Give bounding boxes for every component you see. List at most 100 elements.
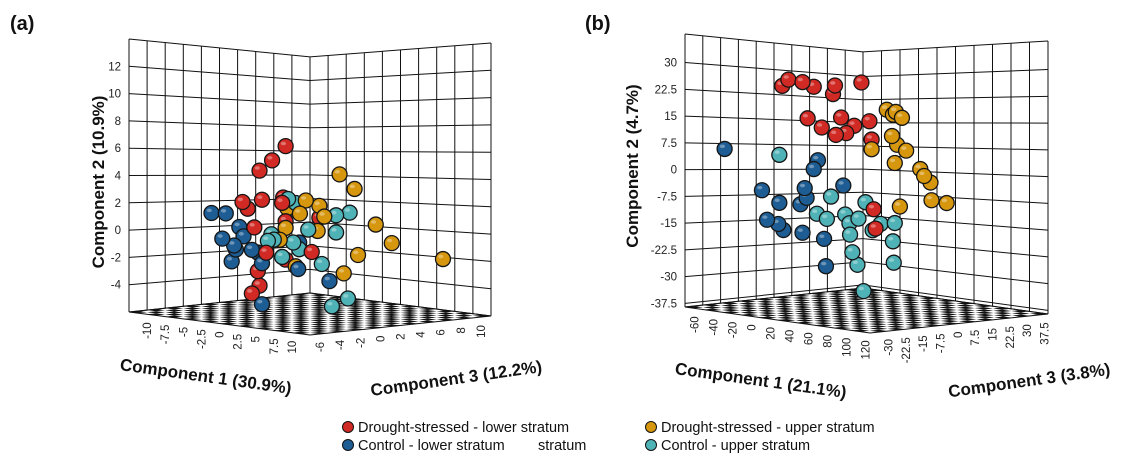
floor-cell (310, 302, 329, 305)
left-wall-gridline (684, 62, 864, 78)
data-point-highlight (234, 222, 240, 227)
floor-cell (273, 325, 292, 328)
floor-cell (346, 315, 365, 318)
y-tick-label: -37.5 (651, 298, 677, 310)
floor-cell (887, 325, 906, 328)
floor-cell (867, 318, 887, 321)
floor-cell (919, 303, 939, 307)
floor-cell (869, 327, 888, 330)
x-tick-label: 60 (803, 332, 815, 345)
floor-cell (849, 318, 868, 321)
data-point-highlight (881, 105, 888, 109)
data-point (817, 258, 835, 275)
floor-cell (827, 293, 846, 296)
floor-cell (310, 319, 329, 322)
floor-cell (974, 304, 993, 308)
floor-cell (846, 300, 866, 303)
data-point-highlight (889, 218, 896, 223)
floor-cell (774, 298, 793, 302)
data-point-highlight (822, 214, 828, 219)
floor-cell (905, 326, 924, 329)
floor-cell (418, 310, 437, 313)
floor-cell (219, 309, 238, 313)
floor-cell (867, 314, 886, 317)
floor-cell (850, 320, 869, 323)
floor-cell (291, 300, 310, 303)
floor-cell (883, 300, 902, 304)
data-point-highlight (847, 247, 853, 252)
z-tick-label: 2 (396, 334, 408, 340)
floor-cell (237, 324, 256, 327)
floor-cell (887, 327, 906, 331)
floor-cell (774, 301, 793, 304)
panel-b-points (716, 71, 955, 300)
floor-cell (147, 313, 166, 316)
floor-cell (183, 311, 202, 314)
floor-cell (958, 320, 977, 323)
floor-cell (757, 305, 776, 308)
floor-cell (364, 311, 383, 314)
left-wall-gridline (684, 115, 864, 124)
floor-cell (472, 314, 491, 317)
data-point-highlight (338, 268, 345, 273)
floor-cell (938, 308, 957, 311)
floor-cell (920, 310, 940, 313)
floor-cell (219, 307, 238, 310)
floor-cell (400, 322, 419, 325)
z-tick-label: -2 (355, 338, 367, 348)
y-tick-label: 8 (115, 116, 121, 128)
floor-cell (903, 314, 922, 317)
floor-cell (400, 307, 419, 310)
floor-cell (310, 296, 329, 299)
floor-cell (237, 310, 256, 313)
floor-cell (813, 319, 832, 322)
floor-cell (903, 317, 922, 320)
data-point (794, 73, 811, 91)
floor-cell (830, 311, 849, 314)
floor-cell (883, 305, 903, 308)
floor-cell (237, 320, 256, 323)
floor-cell (328, 327, 347, 331)
data-point (716, 140, 733, 158)
floor-cell (902, 308, 921, 311)
floor-cell (812, 308, 831, 311)
floor-cell (291, 306, 310, 309)
floor-cell (939, 310, 958, 314)
data-point-highlight (941, 198, 948, 203)
data-point-highlight (889, 158, 896, 163)
data-point-highlight (303, 225, 309, 229)
floor-cell (255, 325, 274, 328)
data-point-highlight (317, 259, 323, 264)
data-point-highlight (301, 196, 307, 200)
floor-cell (310, 306, 329, 309)
floor-cell (809, 295, 829, 298)
floor-cell (201, 309, 220, 312)
floor-cell (310, 310, 329, 314)
right-wall-gridline (862, 95, 1049, 101)
floor-cell (940, 319, 959, 323)
floor-cell (273, 316, 292, 319)
z-tick-label: 4 (416, 331, 428, 338)
y-tick-label: 6 (115, 143, 121, 155)
left-wall-gridline (684, 142, 864, 147)
y-tick-label: 0 (671, 165, 677, 177)
floor-cell (992, 307, 1011, 310)
legend-label-drought-lower: Drought-stressed - lower stratum (358, 420, 569, 436)
floor-cell (777, 319, 796, 322)
floor-cell (346, 326, 365, 329)
floor-cell (183, 313, 202, 316)
floor-cell (291, 304, 310, 307)
x-tick-label: 0 (215, 332, 227, 338)
y-tick-label: 15 (664, 111, 677, 123)
data-point-highlight (845, 230, 851, 234)
data-point (853, 74, 870, 91)
data-point (214, 230, 231, 247)
floor-cell (886, 323, 905, 326)
data-point (274, 248, 291, 266)
data-point-highlight (849, 121, 855, 125)
data-point (826, 77, 844, 94)
data-point (835, 177, 852, 194)
panel-a-chart: (a) -4 -2 0 2 4 6 8 10 12 -10 -7.5 -5 -2.5 0 2.5 5 7.5 10… (10, 13, 543, 400)
floor-cell (886, 321, 905, 324)
floor-cell (885, 314, 904, 317)
